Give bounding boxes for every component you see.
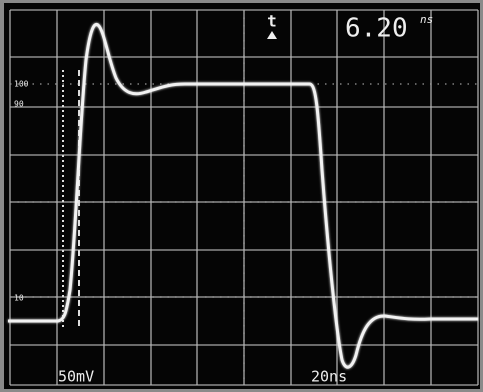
screen (4, 3, 480, 389)
waveform (8, 22, 478, 369)
level-label: 90 (14, 100, 24, 109)
time-per-div: 20ns (311, 368, 347, 386)
level-label: 10 (14, 294, 24, 303)
trigger-arrow (267, 31, 277, 39)
readout-value: 6.20 (345, 14, 408, 44)
readout-unit: ns (420, 13, 433, 26)
volts-per-div: 50mV (58, 368, 94, 386)
level-label: 100 (14, 80, 29, 89)
trigger-label: t (267, 12, 277, 31)
